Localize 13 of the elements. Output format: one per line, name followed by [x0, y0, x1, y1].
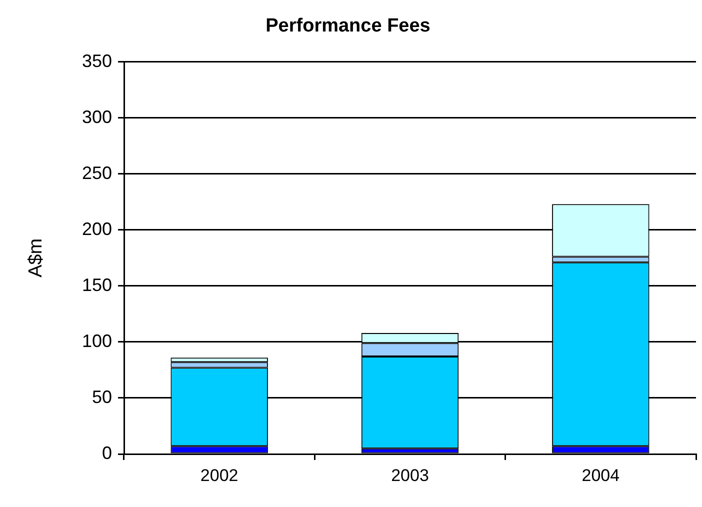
- y-tick-label: 150: [82, 274, 112, 295]
- y-tick-label: 200: [82, 218, 112, 239]
- x-tick-label: 2004: [582, 466, 620, 485]
- y-axis-title: A$m: [26, 238, 47, 278]
- y-tick-label: 100: [82, 330, 112, 351]
- x-tick-label: 2002: [200, 466, 238, 485]
- x-tick-label: 2003: [391, 466, 429, 485]
- y-tick-label: 350: [82, 50, 112, 71]
- y-tick-label: 250: [82, 162, 112, 183]
- y-tick-label: 50: [92, 386, 112, 407]
- y-tick-label: 300: [82, 106, 112, 127]
- chart-title: Performance Fees: [266, 16, 430, 37]
- y-tick-label: 0: [102, 442, 112, 463]
